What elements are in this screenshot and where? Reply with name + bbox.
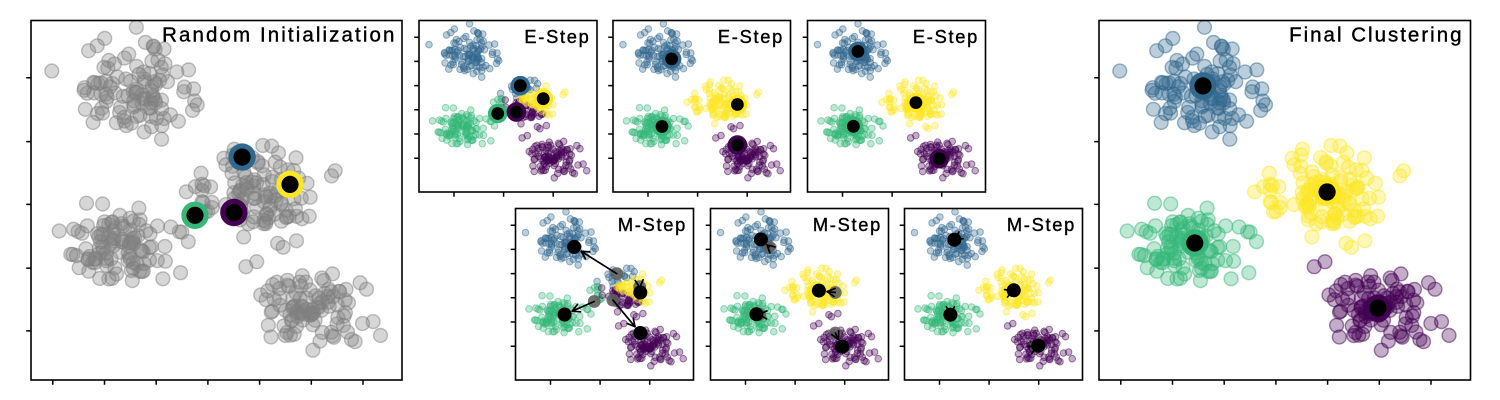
svg-text:E-Step: E-Step	[913, 26, 979, 47]
svg-text:Random Initialization: Random Initialization	[162, 23, 396, 46]
svg-text:Final Clustering: Final Clustering	[1289, 23, 1463, 46]
svg-text:E-Step: E-Step	[718, 26, 784, 47]
svg-text:E-Step: E-Step	[524, 26, 590, 47]
svg-text:M-Step: M-Step	[618, 214, 687, 235]
svg-text:M-Step: M-Step	[1007, 214, 1076, 235]
svg-text:M-Step: M-Step	[813, 214, 882, 235]
